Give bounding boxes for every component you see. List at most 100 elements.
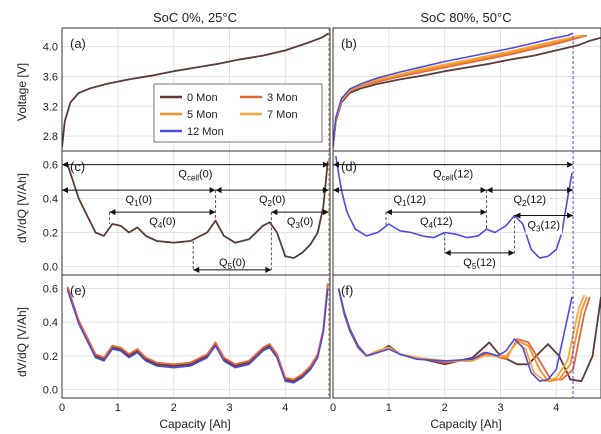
- panel-label-e: (e): [70, 283, 86, 298]
- series-line-b-0-mon: [333, 36, 601, 148]
- arrow-q1-head-left: [333, 187, 339, 194]
- series-line-f-0-mon: [337, 288, 601, 383]
- arrow-q3: [514, 212, 574, 219]
- label-qcell: Qcell(12): [433, 169, 473, 183]
- series-line-b-12-mon: [333, 32, 574, 148]
- arrow-qcell-head-left: [333, 161, 339, 168]
- legend-label: 0 Mon: [187, 92, 218, 104]
- arrow-q4: [386, 209, 487, 216]
- arrow-q1: [62, 187, 216, 194]
- label-bg-q4: [418, 215, 455, 232]
- legend-label: 3 Mon: [267, 92, 298, 104]
- series-group-f: [337, 288, 601, 383]
- series-group-e: [66, 283, 329, 384]
- xtick-label-e: 1: [115, 402, 121, 414]
- label-bg-q2: [256, 193, 288, 210]
- arrow-qcell-head-right: [567, 161, 574, 168]
- legend: 0 Mon 3 Mon 5 Mon 7 Mon 12 Mon: [153, 83, 323, 143]
- xtick-label-f: 3: [497, 402, 503, 414]
- panel-label-d: (d): [341, 159, 357, 174]
- xtick-label-e: 2: [171, 402, 177, 414]
- label-q1: Q1(0): [126, 194, 152, 208]
- series-line-d-12-mon: [335, 155, 573, 259]
- arrow-q1-head-right: [480, 187, 487, 194]
- ylabel-voltage: Voltage [V]: [15, 63, 29, 121]
- label-bg-q1: [123, 193, 155, 210]
- series-line-e-0-mon: [66, 285, 329, 383]
- arrow-qcell: [62, 161, 329, 168]
- series-group-a: [62, 32, 330, 148]
- annotations-c: Qcell(0) Q1(0) Q2(0) Q4(0) Q3(0) Q5(0): [62, 161, 329, 273]
- label-bg-q3: [525, 218, 563, 235]
- ytick-label-a: 2.8: [43, 131, 58, 143]
- ytick-label-e: 0.6: [43, 283, 58, 295]
- arrow-q1-head-left: [62, 187, 68, 194]
- panel-frame-f: [332, 274, 601, 399]
- legend-label: 7 Mon: [267, 109, 298, 121]
- series-line-f-3-mon: [337, 288, 591, 381]
- ytick-label-c: 0.2: [43, 228, 58, 240]
- arrow-q3-head-left: [514, 212, 521, 219]
- series-group-d: [335, 155, 573, 259]
- arrow-q4-head-right: [480, 209, 487, 216]
- label-bg-q5: [461, 255, 498, 272]
- arrow-q3-head-left: [271, 209, 278, 216]
- xtick-label-e: 4: [282, 402, 288, 414]
- arrow-q2: [215, 187, 329, 194]
- label-bg-q1: [391, 193, 429, 210]
- arrow-q2-head-left: [215, 187, 222, 194]
- legend-label: 12 Mon: [187, 126, 224, 138]
- arrow-q5-head-left: [444, 249, 451, 256]
- series-line-b-7-mon: [333, 34, 582, 148]
- arrow-q5-head-left: [193, 266, 200, 273]
- label-q1: Q1(12): [393, 194, 426, 208]
- label-bg-qcell: [176, 167, 215, 184]
- label-q2: Q2(0): [259, 194, 285, 208]
- arrow-q2-head-left: [486, 187, 493, 194]
- ytick-label-a: 3.2: [43, 101, 58, 113]
- series-line-f-7-mon: [337, 288, 586, 383]
- label-q4: Q4(0): [149, 216, 175, 230]
- xtick-label-f: 4: [553, 402, 559, 414]
- ytick-label-a: 4.0: [43, 42, 58, 54]
- title-left: SoC 0%, 25°C: [153, 10, 237, 25]
- ytick-label-a: 3.6: [43, 71, 58, 83]
- arrow-q5-head-right: [508, 249, 515, 256]
- panel-label-f: (f): [341, 283, 353, 298]
- label-bg-q4: [147, 215, 178, 232]
- arrow-q1-head-right: [209, 187, 216, 194]
- arrow-qcell: [333, 161, 574, 168]
- xtick-label-f: 0: [330, 402, 336, 414]
- panel-label-b: (b): [341, 36, 357, 51]
- panel-frame-e: [61, 274, 331, 399]
- label-q5: Q5(0): [219, 257, 245, 271]
- xtick-label-e: 0: [59, 402, 65, 414]
- label-q3: Q3(0): [287, 216, 313, 230]
- arrow-q2: [486, 187, 574, 194]
- series-line-a-0-mon: [62, 32, 330, 148]
- arrow-q2-head-right: [567, 187, 574, 194]
- annotations-d: Qcell(12) Q1(12) Q2(12) Q4(12) Q3(12) Q5(12): [333, 161, 574, 272]
- series-line-e-12-mon: [66, 288, 329, 384]
- series-line-f-5-mon: [337, 288, 588, 383]
- label-q2: Q2(12): [514, 194, 547, 208]
- arrow-q4: [109, 209, 216, 216]
- arrow-qcell-head-right: [322, 161, 329, 168]
- arrow-q1: [333, 187, 487, 194]
- panel-label-c: (c): [70, 159, 85, 174]
- series-group-c: [66, 161, 329, 259]
- arrow-q4-head-right: [209, 209, 216, 216]
- ytick-label-c: 0.6: [43, 160, 58, 172]
- arrow-q2-head-right: [322, 187, 329, 194]
- title-right: SoC 80%, 50°C: [420, 10, 511, 25]
- label-q3: Q3(12): [527, 220, 560, 234]
- series-line-e-3-mon: [66, 283, 329, 381]
- arrow-q4-head-left: [386, 209, 393, 216]
- ylabel-dvdq-bottom: dV/dQ [V/Ah]: [15, 307, 29, 377]
- ytick-label-e: 0.0: [43, 385, 58, 397]
- arrow-q3-head-right: [567, 212, 574, 219]
- panels: 2.83.23.64.0 (a) (b)0.00.20.40.6 (c) (d)0.00…: [43, 27, 601, 414]
- arrow-q3-head-right: [322, 209, 329, 216]
